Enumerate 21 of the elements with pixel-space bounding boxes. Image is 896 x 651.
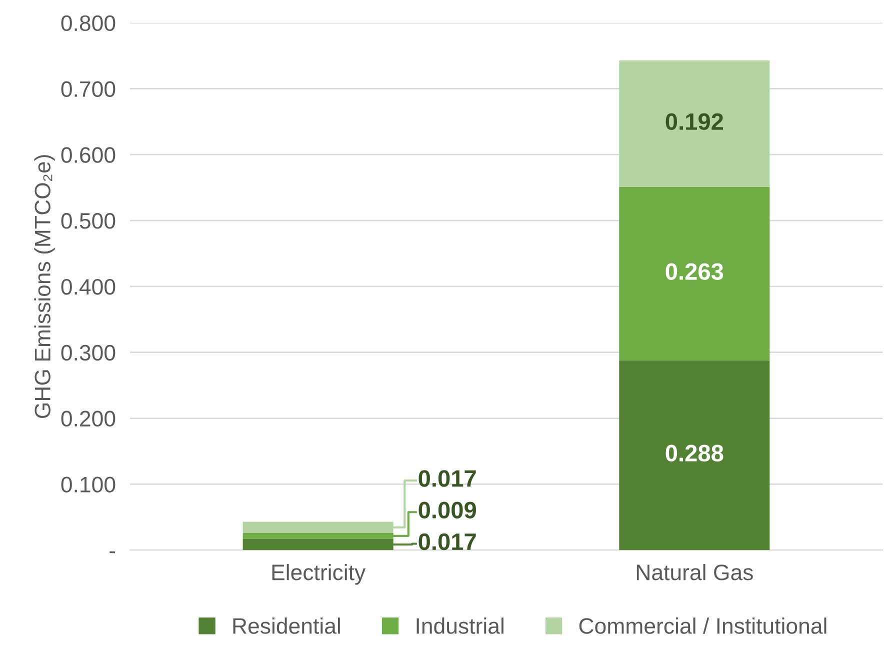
y-tick-label: 0.300 xyxy=(61,344,116,361)
data-label: 0.017 xyxy=(418,470,476,487)
y-axis-title: GHG Emissions (MTCO₂e) xyxy=(34,155,55,418)
legend-label: Industrial xyxy=(416,618,504,634)
legend-label: Residential xyxy=(233,618,340,634)
x-tick-label: Natural Gas xyxy=(636,564,753,580)
y-tick-label: 0.800 xyxy=(61,15,116,32)
y-tick-label: 0.400 xyxy=(61,278,116,295)
data-label: 0.009 xyxy=(418,502,476,518)
legend-label: Commercial / Institutional xyxy=(579,618,826,634)
data-label: 0.263 xyxy=(666,263,724,280)
data-label: 0.017 xyxy=(418,533,476,550)
data-label: 0.192 xyxy=(666,113,723,130)
y-tick-label: - xyxy=(110,551,116,554)
y-tick-label: 0.600 xyxy=(61,147,116,163)
data-label: 0.288 xyxy=(666,444,724,462)
y-tick-label: 0.200 xyxy=(61,410,116,427)
y-tick-label: 0.500 xyxy=(61,213,116,229)
x-tick-label: Electricity xyxy=(272,564,366,585)
y-tick-label: 0.700 xyxy=(61,81,116,97)
y-tick-label: 0.100 xyxy=(61,476,116,492)
